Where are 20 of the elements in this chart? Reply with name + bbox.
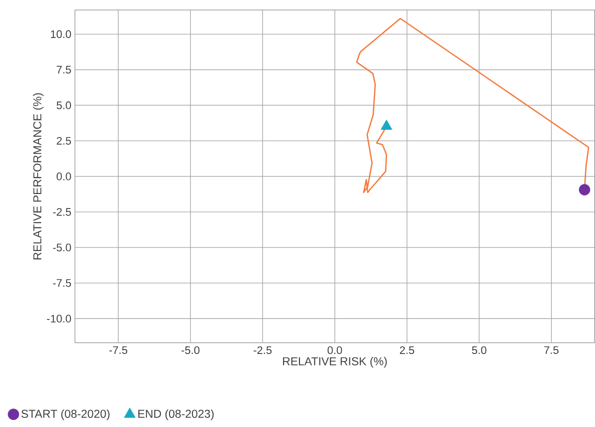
legend-label: END (08-2023) [138, 410, 214, 420]
y-tick-label: 0.0 [56, 172, 72, 180]
y-axis-title: RELATIVE PERFORMANCE (%) [32, 93, 44, 260]
y-tick-label: 7.5 [56, 66, 71, 74]
y-tick-label: 10.0 [50, 30, 71, 38]
y-tick-label: -10.0 [46, 314, 71, 323]
x-tick-label: 5.0 [472, 346, 486, 354]
y-tick-label: 5.0 [56, 102, 72, 110]
x-tick-label: 7.5 [544, 346, 558, 354]
x-tick-label: -7.5 [109, 346, 128, 354]
x-tick-label: 2.5 [400, 346, 414, 354]
y-tick-label: -5.0 [53, 244, 71, 252]
y-tick-label: 2.5 [56, 137, 71, 145]
x-tick-label: -2.5 [254, 346, 272, 354]
x-tick-label: 0.0 [328, 346, 342, 354]
x-axis-title: RELATIVE RISK (%) [283, 357, 387, 368]
x-tick-label: -5.0 [181, 346, 200, 354]
y-tick-label: -7.5 [53, 279, 71, 288]
legend-label: START (08-2020) [21, 410, 110, 420]
y-tick-label: -2.5 [53, 208, 71, 216]
